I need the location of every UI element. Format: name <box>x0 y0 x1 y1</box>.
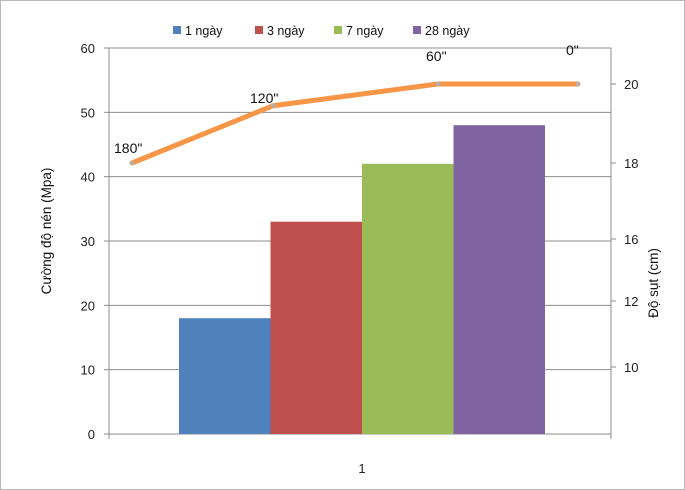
y-axis-title: Cường độ nén (Mpa) <box>39 168 54 295</box>
legend-label: 1 ngày <box>185 24 223 38</box>
left-y-tick-labels: 0 10 20 30 40 50 60 <box>81 41 95 442</box>
bar <box>453 125 545 434</box>
legend: 1 ngày 3 ngày 7 ngày 28 ngày <box>173 24 470 38</box>
y2-tick-label: 16 <box>624 232 638 247</box>
legend-label: 28 ngày <box>425 24 470 38</box>
y2-tick-label: 10 <box>624 360 638 375</box>
y-tick-label: 10 <box>81 363 95 378</box>
y-tick-label: 50 <box>81 105 95 120</box>
y2-tick-label: 20 <box>624 77 638 92</box>
legend-swatch <box>255 26 263 34</box>
x-category-label: 1 <box>358 461 365 476</box>
y2-tick-label: 12 <box>624 294 638 309</box>
y-tick-label: 0 <box>88 427 95 442</box>
secondary-y-axis-title: Độ sụt (cm) <box>646 248 661 318</box>
line-point-label: 0" <box>566 42 579 58</box>
y-tick-label: 40 <box>81 170 95 185</box>
line-point <box>270 103 276 108</box>
line-point-label: 120" <box>250 90 278 106</box>
legend-label: 3 ngày <box>267 24 305 38</box>
y-tick-label: 20 <box>81 298 95 313</box>
line-point-label: 60" <box>426 48 447 64</box>
legend-swatch <box>413 26 421 34</box>
legend-swatch <box>334 26 342 34</box>
y-tick-label: 60 <box>81 41 95 56</box>
bars <box>179 125 545 435</box>
line-point <box>435 81 441 87</box>
legend-swatch <box>173 26 181 34</box>
line-point-labels: 180" 120" 60" 0" <box>114 42 579 156</box>
line-path <box>129 81 581 166</box>
slump-line <box>129 81 581 166</box>
right-y-tick-labels: 10 12 16 18 20 <box>624 77 638 375</box>
line-point <box>575 81 581 87</box>
legend-label: 7 ngày <box>346 24 384 38</box>
bar <box>362 163 454 435</box>
line-point <box>129 160 135 166</box>
line-point-label: 180" <box>114 140 142 156</box>
y2-tick-label: 18 <box>624 156 638 171</box>
bar <box>179 318 271 434</box>
bar <box>270 221 362 434</box>
y-tick-label: 30 <box>81 234 95 249</box>
